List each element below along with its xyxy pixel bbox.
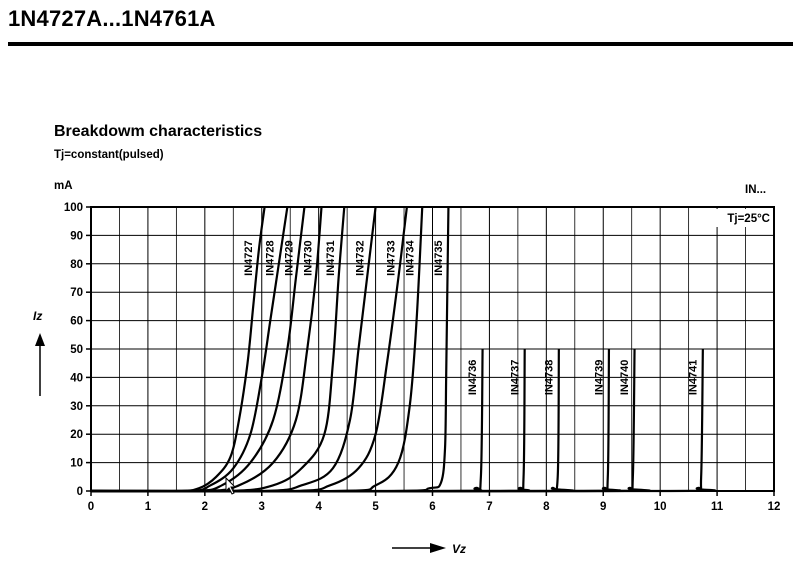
series-curve-in4736 bbox=[90, 348, 484, 493]
series-label-in4728: IN4728 bbox=[265, 240, 277, 275]
series-label-in4727: IN4727 bbox=[243, 240, 255, 275]
x-tick-label: 11 bbox=[711, 501, 724, 513]
chart-subtitle: Tj=constant(pulsed) bbox=[54, 149, 164, 161]
y-tick-label: 50 bbox=[70, 344, 83, 356]
series-label-in4735: IN4735 bbox=[433, 240, 445, 275]
condition-note: Tj=25°C bbox=[727, 213, 770, 225]
y-tick-label: 40 bbox=[70, 372, 83, 384]
series-label-in4734: IN4734 bbox=[405, 240, 417, 276]
y-axis-arrow-icon bbox=[35, 333, 45, 396]
y-unit-label: mA bbox=[54, 180, 73, 192]
x-tick-label: 9 bbox=[600, 501, 606, 513]
corner-label: IN... bbox=[745, 184, 767, 196]
condition-note-bg bbox=[696, 209, 770, 227]
y-axis-label: Iz bbox=[33, 309, 42, 323]
x-tick-label: 4 bbox=[315, 501, 322, 513]
x-tick-label: 12 bbox=[768, 501, 781, 513]
series-label-in4736: IN4736 bbox=[467, 360, 479, 395]
y-tick-label: 0 bbox=[77, 486, 83, 498]
series-label-in4738: IN4738 bbox=[544, 360, 556, 395]
series-label-in4739: IN4739 bbox=[594, 360, 606, 395]
series-curve-in4737 bbox=[90, 348, 531, 493]
x-tick-label: 10 bbox=[654, 501, 667, 513]
y-tick-label: 20 bbox=[70, 429, 83, 441]
x-tick-label: 1 bbox=[145, 501, 152, 513]
y-tick-label: 90 bbox=[70, 230, 83, 242]
header-rule bbox=[8, 42, 793, 46]
x-tick-label: 7 bbox=[486, 501, 492, 513]
y-tick-label: 100 bbox=[64, 202, 83, 214]
series-label-in4731: IN4731 bbox=[325, 240, 337, 275]
document-header-title: 1N4727A...1N4761A bbox=[8, 6, 216, 31]
x-tick-label: 5 bbox=[372, 501, 379, 513]
chart-title: Breakdowm characteristics bbox=[54, 123, 263, 140]
series-label-in4741: IN4741 bbox=[687, 360, 699, 395]
series-curves bbox=[90, 206, 717, 493]
series-labels: IN4727 IN4728 IN4729 IN4730 IN4731 IN4732 IN47… bbox=[243, 240, 699, 396]
y-tick-label: 30 bbox=[70, 401, 83, 413]
x-arrow-head bbox=[430, 543, 446, 553]
series-label-in4732: IN4732 bbox=[354, 240, 366, 275]
x-tick-label: 2 bbox=[202, 501, 208, 513]
y-tick-label: 60 bbox=[70, 316, 83, 328]
y-tick-label: 80 bbox=[70, 259, 83, 271]
x-axis-label: Vz bbox=[452, 542, 466, 556]
x-tick-label: 0 bbox=[88, 501, 94, 513]
y-tick-label: 70 bbox=[70, 287, 83, 299]
series-label-in4740: IN4740 bbox=[619, 360, 631, 395]
x-axis-arrow-icon bbox=[392, 543, 446, 553]
y-tick-label: 10 bbox=[70, 458, 83, 470]
cursor-arrow bbox=[225, 476, 237, 495]
y-arrow-head bbox=[35, 333, 45, 346]
series-label-in4729: IN4729 bbox=[283, 240, 295, 275]
mouse-cursor-icon bbox=[225, 476, 237, 495]
series-curve-in4740 bbox=[90, 348, 651, 493]
x-tick-label: 8 bbox=[543, 501, 550, 513]
x-tick-label: 3 bbox=[259, 501, 265, 513]
series-label-in4733: IN4733 bbox=[386, 240, 398, 275]
chart-grid bbox=[90, 206, 775, 492]
series-label-in4730: IN4730 bbox=[302, 240, 314, 275]
x-tick-label: 6 bbox=[429, 501, 435, 513]
series-label-in4737: IN4737 bbox=[509, 360, 521, 395]
series-curve-in4741 bbox=[90, 348, 717, 493]
